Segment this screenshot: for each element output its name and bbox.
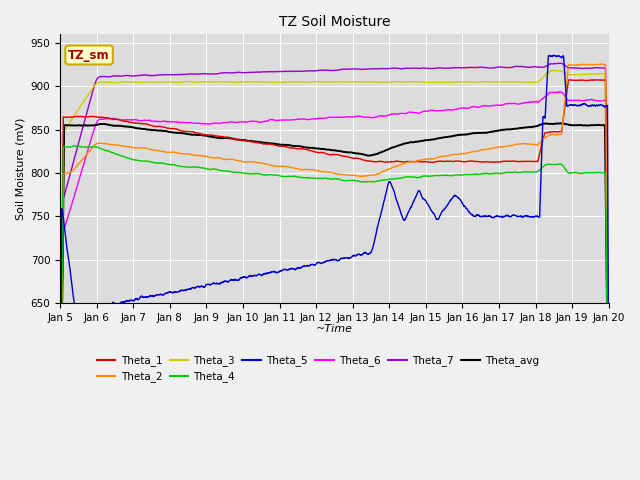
Theta_1 — [84, 114, 92, 120]
Theta_5 — [550, 52, 557, 58]
Theta_3 — [488, 79, 496, 85]
Theta_3 — [589, 71, 597, 77]
Line: Theta_avg: Theta_avg — [60, 123, 609, 480]
Text: TZ_sm: TZ_sm — [68, 48, 110, 61]
Theta_6 — [84, 147, 92, 153]
Theta_avg — [488, 129, 496, 134]
Theta_avg — [605, 468, 612, 474]
Theta_5 — [323, 258, 331, 264]
X-axis label: ~Time: ~Time — [316, 324, 353, 334]
Theta_1 — [605, 454, 612, 460]
Theta_5 — [84, 305, 92, 311]
Line: Theta_4: Theta_4 — [60, 146, 609, 480]
Theta_6 — [488, 103, 496, 108]
Theta_7 — [589, 65, 596, 71]
Theta_3 — [550, 68, 557, 73]
Theta_4 — [323, 176, 331, 181]
Theta_6 — [605, 442, 612, 448]
Theta_1 — [589, 77, 596, 83]
Theta_3 — [589, 71, 596, 77]
Theta_6 — [555, 89, 563, 95]
Theta_5 — [488, 215, 496, 220]
Theta_2 — [589, 61, 596, 67]
Theta_6 — [323, 115, 331, 120]
Theta_6 — [589, 97, 597, 103]
Theta_1 — [56, 473, 64, 479]
Theta_3 — [323, 79, 331, 85]
Theta_3 — [308, 79, 316, 84]
Theta_7 — [308, 68, 316, 74]
Theta_7 — [605, 448, 612, 454]
Theta_avg — [589, 122, 596, 128]
Theta_5 — [589, 103, 596, 108]
Theta_5 — [308, 262, 316, 267]
Line: Theta_1: Theta_1 — [60, 80, 609, 476]
Theta_avg — [557, 120, 564, 126]
Theta_2 — [597, 61, 605, 67]
Theta_avg — [308, 145, 316, 151]
Legend: Theta_1, Theta_2, Theta_3, Theta_4, Theta_5, Theta_6, Theta_7, Theta_avg: Theta_1, Theta_2, Theta_3, Theta_4, Thet… — [93, 351, 543, 386]
Theta_2 — [488, 145, 496, 151]
Y-axis label: Soil Moisture (mV): Soil Moisture (mV) — [15, 118, 25, 220]
Theta_2 — [84, 150, 92, 156]
Theta_4 — [488, 171, 496, 177]
Theta_avg — [323, 147, 331, 153]
Theta_2 — [323, 169, 331, 175]
Theta_5 — [605, 420, 612, 425]
Theta_7 — [488, 65, 496, 71]
Theta_1 — [488, 159, 496, 165]
Theta_4 — [70, 143, 78, 149]
Theta_4 — [84, 144, 92, 150]
Theta_avg — [589, 122, 597, 128]
Theta_1 — [601, 77, 609, 83]
Theta_6 — [308, 116, 316, 122]
Theta_1 — [323, 151, 331, 157]
Theta_1 — [589, 77, 596, 83]
Theta_7 — [84, 106, 92, 111]
Theta_4 — [589, 170, 596, 176]
Theta_2 — [589, 61, 596, 67]
Theta_5 — [589, 103, 597, 108]
Theta_7 — [554, 60, 562, 66]
Title: TZ Soil Moisture: TZ Soil Moisture — [278, 15, 390, 29]
Theta_7 — [589, 65, 597, 71]
Line: Theta_6: Theta_6 — [60, 92, 609, 480]
Theta_2 — [308, 167, 316, 173]
Theta_4 — [308, 175, 316, 181]
Theta_avg — [84, 123, 92, 129]
Line: Theta_5: Theta_5 — [60, 55, 609, 480]
Theta_3 — [84, 92, 92, 98]
Theta_6 — [589, 96, 596, 102]
Line: Theta_2: Theta_2 — [60, 64, 609, 480]
Theta_4 — [589, 170, 597, 176]
Theta_2 — [605, 447, 612, 453]
Theta_7 — [323, 67, 331, 73]
Line: Theta_3: Theta_3 — [60, 71, 609, 480]
Theta_1 — [308, 148, 316, 154]
Line: Theta_7: Theta_7 — [60, 63, 609, 480]
Theta_3 — [605, 441, 612, 446]
